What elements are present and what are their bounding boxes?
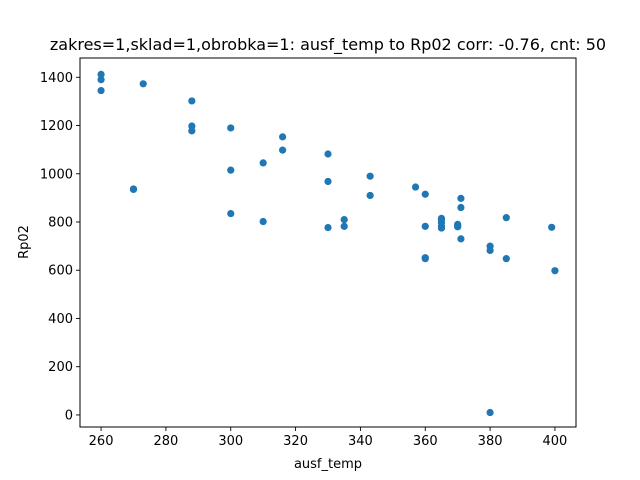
- data-point: [421, 222, 429, 230]
- y-tick-label: 1000: [40, 167, 73, 182]
- x-tick-label: 300: [218, 434, 243, 449]
- x-tick-label: 280: [153, 434, 178, 449]
- data-point: [548, 223, 556, 231]
- x-tick-label: 260: [89, 434, 114, 449]
- data-point: [324, 150, 332, 158]
- data-point: [188, 127, 196, 135]
- data-point: [551, 267, 559, 275]
- x-tick-label: 380: [478, 434, 503, 449]
- data-point: [340, 215, 348, 224]
- data-point: [486, 408, 494, 417]
- x-tick-label: 400: [543, 434, 568, 449]
- data-point: [97, 86, 105, 95]
- data-point: [324, 223, 332, 232]
- y-tick-label: 0: [65, 408, 73, 423]
- y-tick-label: 800: [48, 216, 73, 231]
- data-point: [139, 80, 147, 88]
- data-point: [97, 70, 105, 78]
- y-tick-label: 1400: [40, 71, 73, 86]
- data-point: [227, 166, 235, 174]
- data-point: [437, 224, 446, 232]
- y-tick-label: 200: [48, 360, 73, 375]
- y-axis-ticks: 0 200 400 600 800 1000 1200 1400: [40, 71, 80, 423]
- data-point: [129, 185, 138, 194]
- data-point: [486, 246, 494, 255]
- x-tick-label: 320: [283, 434, 308, 449]
- data-point: [279, 133, 287, 141]
- y-tick-label: 1200: [40, 119, 73, 134]
- x-axis-ticks: 260 280 300 320 340 360 380 400: [89, 427, 568, 449]
- data-point: [259, 159, 267, 167]
- x-tick-label: 340: [348, 434, 373, 449]
- data-point: [454, 223, 462, 231]
- data-point: [227, 124, 235, 132]
- data-point: [97, 76, 105, 84]
- data-point: [421, 190, 429, 198]
- data-point: [421, 255, 429, 263]
- data-point: [366, 191, 374, 200]
- data-point: [502, 214, 510, 222]
- data-point: [279, 146, 287, 154]
- data-point: [457, 194, 465, 202]
- data-point: [340, 222, 348, 230]
- plot-area-frame: [79, 57, 577, 428]
- data-point: [502, 255, 510, 263]
- data-point: [188, 97, 196, 105]
- y-tick-label: 400: [48, 312, 73, 327]
- data-point: [227, 209, 235, 218]
- x-axis-label: ausf_temp: [294, 457, 362, 472]
- x-tick-label: 360: [413, 434, 438, 449]
- data-point: [457, 235, 465, 243]
- y-tick-label: 600: [48, 264, 73, 279]
- data-point: [259, 217, 267, 226]
- data-point: [457, 203, 465, 212]
- y-axis-label: Rp02: [17, 225, 32, 259]
- chart-title: zakres=1,sklad=1,obrobka=1: ausf_temp to…: [50, 35, 606, 55]
- data-points: [97, 70, 559, 417]
- data-point: [411, 183, 420, 191]
- data-point: [366, 172, 374, 180]
- data-point: [324, 177, 332, 186]
